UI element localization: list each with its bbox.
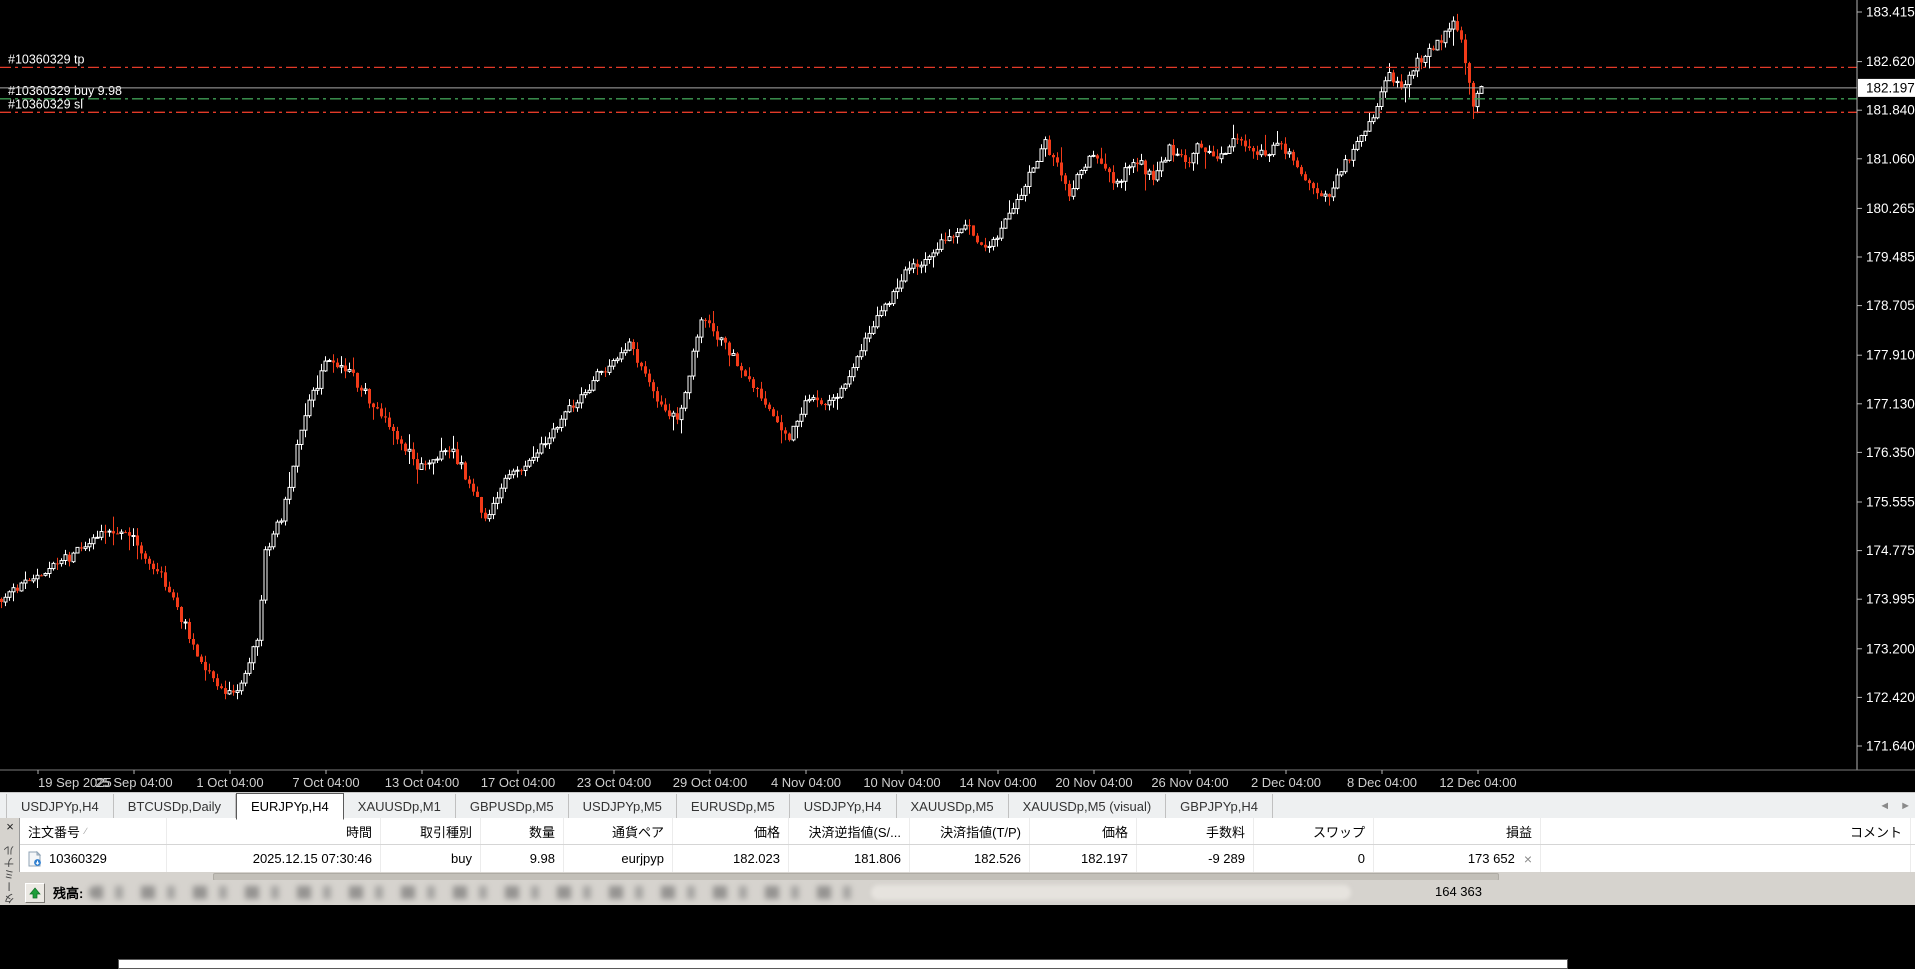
terminal-left-strip: × ターミナル bbox=[0, 818, 19, 905]
column-header-commission[interactable]: 手数料 bbox=[1137, 818, 1254, 844]
order-cell-price: 182.197 bbox=[1030, 845, 1137, 872]
order-cell-open_price: 182.023 bbox=[673, 845, 789, 872]
close-position-icon[interactable]: × bbox=[1523, 850, 1532, 867]
chart-tab-gbpjpyp-h4[interactable]: GBPJPYp,H4 bbox=[1166, 794, 1273, 818]
tab-scroll-right-icon[interactable]: ► bbox=[1900, 800, 1911, 812]
chart-tab-xauusdp-m5[interactable]: XAUUSDp,M5 bbox=[897, 794, 1009, 818]
table-horizontal-scrollbar[interactable] bbox=[19, 872, 1915, 881]
date-tick: 12 Dec 04:00 bbox=[1439, 775, 1516, 790]
date-tick: 1 Oct 04:00 bbox=[196, 775, 263, 790]
price-tick: 178.705 bbox=[1866, 298, 1915, 313]
order-cell-sl: 181.806 bbox=[789, 845, 910, 872]
price-tick: 175.555 bbox=[1866, 495, 1915, 510]
column-header-open_price[interactable]: 価格 bbox=[673, 818, 789, 844]
price-tick: 171.640 bbox=[1866, 739, 1915, 754]
price-tick: 181.840 bbox=[1866, 103, 1915, 118]
column-header-tp[interactable]: 決済指値(T/P) bbox=[910, 818, 1030, 844]
date-tick: 26 Nov 04:00 bbox=[1151, 775, 1228, 790]
sort-icon: ∕ bbox=[85, 826, 87, 836]
status-total-value: 164 363 bbox=[1435, 884, 1482, 899]
column-header-symbol[interactable]: 通貨ペア bbox=[564, 818, 673, 844]
column-header-type[interactable]: 取引種別 bbox=[381, 818, 481, 844]
order-cell-time: 2025.12.15 07:30:46 bbox=[167, 845, 381, 872]
date-tick: 19 Sep 2025 bbox=[38, 775, 112, 790]
date-tick: 7 Oct 04:00 bbox=[292, 775, 359, 790]
chart-tab-usdjpyp-h4[interactable]: USDJPYp,H4 bbox=[6, 794, 114, 818]
price-tick: 177.130 bbox=[1866, 396, 1915, 411]
order-cell-symbol: eurjpyp bbox=[564, 845, 673, 872]
order-row[interactable]: 10360329 2025.12.15 07:30:46 buy 9.98 eurjpy… bbox=[20, 845, 1915, 872]
terminal-panel: × ターミナル 注文番号 ∕ 時間 取引種別 数量 通貨ペア 価格 決済逆指値(S/... 決済… bbox=[0, 818, 1915, 969]
orders-table-header: 注文番号 ∕ 時間 取引種別 数量 通貨ペア 価格 決済逆指値(S/... 決済指値(T/P) 価… bbox=[20, 818, 1915, 845]
order-line-label-sl: #10360329 sl bbox=[8, 97, 83, 111]
price-tick: 180.265 bbox=[1866, 201, 1915, 216]
column-header-volume[interactable]: 数量 bbox=[481, 818, 564, 844]
candles bbox=[0, 13, 1484, 700]
current-price-tag bbox=[1858, 78, 1915, 97]
date-tick: 2 Dec 04:00 bbox=[1251, 775, 1321, 790]
order-doc-icon bbox=[28, 850, 49, 867]
price-tick: 181.060 bbox=[1866, 151, 1915, 166]
date-tick: 23 Oct 04:00 bbox=[577, 775, 651, 790]
chart-tab-eurusdp-m5[interactable]: EURUSDp,M5 bbox=[677, 794, 790, 818]
date-tick: 4 Nov 04:00 bbox=[771, 775, 841, 790]
price-tick: 176.350 bbox=[1866, 445, 1915, 460]
chart-tab-bar: USDJPYp,H4 BTCUSDp,Daily EURJPYp,H4 XAUUSDp… bbox=[0, 792, 1915, 820]
price-tick: 179.485 bbox=[1866, 250, 1915, 265]
order-cell-tp: 182.526 bbox=[910, 845, 1030, 872]
balance-up-arrow-icon bbox=[25, 882, 45, 903]
price-tick: 183.415 bbox=[1866, 5, 1915, 20]
order-cell-comment bbox=[1541, 845, 1911, 872]
date-tick: 25 Sep 04:00 bbox=[95, 775, 172, 790]
date-tick: 14 Nov 04:00 bbox=[959, 775, 1036, 790]
candlestick-chart[interactable]: #10360329 tp #10360329 buy 9.98 #10360329 … bbox=[0, 0, 1915, 792]
order-cell-profit: 173 652 × bbox=[1374, 845, 1541, 872]
date-tick: 17 Oct 04:00 bbox=[481, 775, 555, 790]
column-header-order_id[interactable]: 注文番号 ∕ bbox=[20, 818, 167, 844]
status-bar: 残高: 164 363 bbox=[19, 880, 1915, 969]
chart-tab-btcusdp-daily[interactable]: BTCUSDp,Daily bbox=[114, 794, 236, 818]
close-icon[interactable]: × bbox=[6, 819, 14, 834]
order-cell-volume: 9.98 bbox=[481, 845, 564, 872]
order-cell-commission: -9 289 bbox=[1137, 845, 1254, 872]
price-tick: 173.995 bbox=[1866, 592, 1915, 607]
chart-tab-usdjpyp-h4[interactable]: USDJPYp,H4 bbox=[790, 794, 897, 818]
date-tick: 10 Nov 04:00 bbox=[863, 775, 940, 790]
balance-label: 残高: bbox=[53, 886, 84, 901]
column-header-price[interactable]: 価格 bbox=[1030, 818, 1137, 844]
chart-tab-gbpusdp-m5[interactable]: GBPUSDp,M5 bbox=[456, 794, 569, 818]
column-header-swap[interactable]: スワップ bbox=[1254, 818, 1374, 844]
column-header-sl[interactable]: 決済逆指値(S/... bbox=[789, 818, 910, 844]
chart-tab-eurjpyp-h4[interactable]: EURJPYp,H4 bbox=[235, 793, 344, 820]
order-line-label-buy: #10360329 buy 9.98 bbox=[8, 84, 122, 98]
chart-tab-usdjpyp-m5[interactable]: USDJPYp,M5 bbox=[569, 794, 677, 818]
date-tick: 13 Oct 04:00 bbox=[385, 775, 459, 790]
status-bottom-field bbox=[118, 959, 1568, 969]
tab-scroll-left-icon[interactable]: ◄ bbox=[1879, 800, 1891, 812]
column-header-profit[interactable]: 損益 bbox=[1374, 818, 1541, 844]
column-header-time[interactable]: 時間 bbox=[167, 818, 381, 844]
chart-tab-xauusdp-m1[interactable]: XAUUSDp,M1 bbox=[344, 794, 456, 818]
orders-table: 注文番号 ∕ 時間 取引種別 数量 通貨ペア 価格 決済逆指値(S/... 決済指値(T/P) 価… bbox=[19, 818, 1915, 872]
order-cell-order_id: 10360329 bbox=[20, 845, 167, 872]
date-tick: 8 Dec 04:00 bbox=[1347, 775, 1417, 790]
order-cell-type: buy bbox=[381, 845, 481, 872]
redacted-balance-blur bbox=[89, 886, 860, 899]
date-tick: 29 Oct 04:00 bbox=[673, 775, 747, 790]
current-price-value: 182.197 bbox=[1866, 80, 1915, 95]
order-line-label-tp: #10360329 tp bbox=[8, 52, 85, 66]
order-cell-swap: 0 bbox=[1254, 845, 1374, 872]
price-tick: 173.200 bbox=[1866, 641, 1915, 656]
column-header-comment[interactable]: コメント bbox=[1541, 818, 1911, 844]
terminal-vertical-tab[interactable]: ターミナル bbox=[4, 844, 16, 904]
price-tick: 177.910 bbox=[1866, 348, 1915, 363]
redacted-blur bbox=[871, 885, 1352, 900]
date-tick: 20 Nov 04:00 bbox=[1055, 775, 1132, 790]
price-tick: 182.620 bbox=[1866, 54, 1915, 69]
price-tick: 174.775 bbox=[1866, 543, 1915, 558]
price-tick: 172.420 bbox=[1866, 690, 1915, 705]
chart-tab-xauusdp-m5-visual-[interactable]: XAUUSDp,M5 (visual) bbox=[1009, 794, 1167, 818]
